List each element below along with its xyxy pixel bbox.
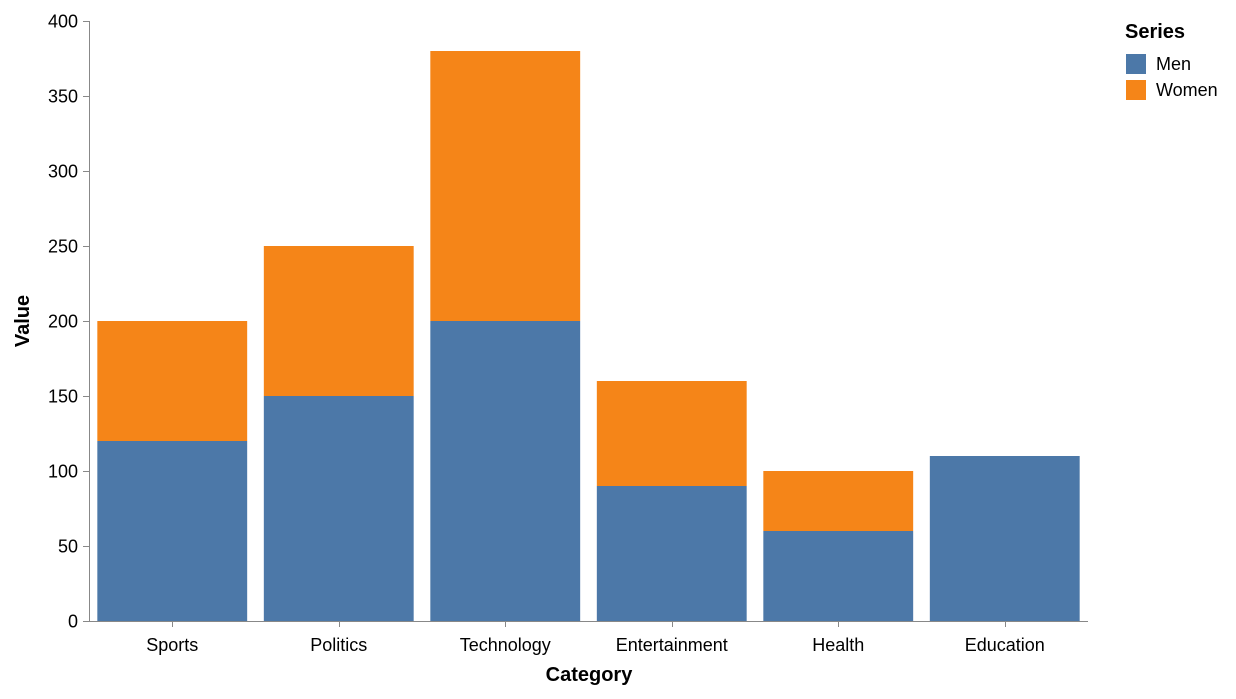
bar-men-health (763, 531, 914, 621)
x-axis: Sports Politics Technology Entertainment Hea… (89, 621, 1088, 655)
y-tick-label: 150 (48, 387, 78, 407)
y-tick-label: 350 (48, 87, 78, 107)
y-axis: 0 50 100 150 200 250 300 350 400 (48, 12, 90, 632)
bar-women-entertainment (596, 381, 747, 486)
x-axis-title: Category (546, 664, 634, 686)
y-tick-label: 100 (48, 462, 78, 482)
legend-swatch-women (1126, 80, 1146, 100)
bars-group (97, 51, 1080, 621)
legend: Series Men Women (1125, 21, 1218, 100)
bar-men-entertainment (596, 486, 747, 621)
y-tick-label: 300 (48, 162, 78, 182)
y-tick-label: 50 (58, 537, 78, 557)
x-tick-label: Sports (146, 635, 198, 655)
x-tick-label: Entertainment (616, 635, 728, 655)
bar-men-politics (263, 396, 414, 621)
y-axis-title: Value (12, 295, 34, 347)
bar-women-technology (430, 51, 581, 321)
bar-men-education (929, 456, 1080, 621)
y-tick-label: 200 (48, 312, 78, 332)
bar-men-sports (97, 441, 248, 621)
x-tick-label: Technology (460, 635, 551, 655)
bar-women-sports (97, 321, 248, 441)
legend-swatch-men (1126, 54, 1146, 74)
bar-men-technology (430, 321, 581, 621)
x-tick-label: Politics (310, 635, 367, 655)
y-tick-label: 0 (68, 612, 78, 632)
legend-label-women: Women (1156, 80, 1218, 100)
y-tick-label: 400 (48, 12, 78, 32)
x-tick-label: Health (812, 635, 864, 655)
x-tick-label: Education (965, 635, 1045, 655)
bar-women-health (763, 471, 914, 531)
bar-women-politics (263, 246, 414, 396)
legend-label-men: Men (1156, 54, 1191, 74)
legend-title: Series (1125, 21, 1185, 43)
y-tick-label: 250 (48, 237, 78, 257)
